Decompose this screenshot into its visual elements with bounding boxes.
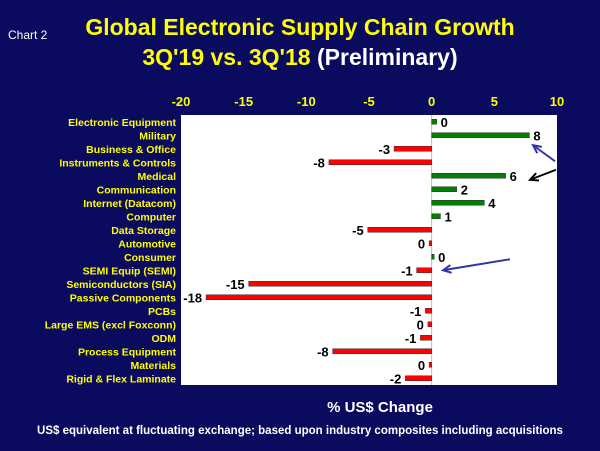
data-label: -1 [405, 331, 417, 346]
bar [425, 308, 432, 314]
y-category-label: Passive Components [70, 292, 176, 304]
bar [205, 294, 432, 300]
y-category-label: Semiconductors (SIA) [66, 279, 176, 291]
bar [420, 335, 432, 341]
annotation-arrow-line [529, 168, 557, 181]
data-label: -15 [226, 277, 245, 292]
bar [431, 132, 530, 138]
plot-area [181, 115, 557, 385]
data-label: -3 [379, 142, 391, 157]
x-axis-label: % US$ Change [327, 399, 433, 416]
y-category-label: Communication [97, 184, 176, 196]
bar [431, 173, 506, 179]
chart-title-line1: Global Electronic Supply Chain Growth [85, 14, 515, 40]
data-label: -8 [317, 344, 329, 359]
bar [248, 281, 432, 287]
annotation-arrow-head [527, 172, 540, 182]
chart-number-label: Chart 2 [8, 28, 48, 42]
y-category-label: Consumer [124, 252, 176, 264]
data-label: 4 [488, 196, 496, 211]
bar [328, 159, 432, 165]
chart-title-period: 3Q'19 vs. 3Q'18 [142, 44, 311, 70]
chart-title-preliminary: (Preliminary) [317, 44, 458, 70]
x-tick-label: -15 [234, 94, 253, 109]
bar [367, 227, 432, 233]
y-category-label: Process Equipment [78, 346, 177, 358]
data-label: -1 [410, 304, 422, 319]
data-label: 2 [461, 182, 468, 197]
data-label: -2 [390, 371, 402, 386]
x-tick-label: 10 [550, 94, 564, 109]
data-label: -5 [352, 223, 364, 238]
footnote: US$ equivalent at fluctuating exchange; … [37, 425, 563, 437]
data-label: 1 [444, 209, 451, 224]
y-category-label: Data Storage [111, 225, 176, 237]
x-tick-label: -5 [363, 94, 375, 109]
data-label: 0 [417, 317, 424, 332]
data-label: -18 [183, 290, 202, 305]
bar [428, 240, 432, 246]
y-category-label: Rigid & Flex Laminate [66, 373, 176, 385]
y-category-label: PCBs [148, 306, 176, 318]
bar [428, 362, 432, 368]
y-category-label: Internet (Datacom) [83, 198, 176, 210]
x-tick-label: -10 [297, 94, 316, 109]
y-category-label: Materials [130, 360, 176, 372]
annotation-arrow-head [440, 264, 452, 274]
bar [416, 267, 432, 273]
bar [405, 375, 432, 381]
y-category-label: ODM [152, 333, 177, 345]
bar [431, 254, 435, 260]
x-tick-label: 5 [491, 94, 498, 109]
y-category-label: Automotive [118, 238, 176, 250]
data-label: 0 [441, 115, 448, 130]
data-label: -1 [401, 263, 413, 278]
bar [427, 321, 432, 327]
y-category-label: Electronic Equipment [68, 117, 176, 129]
y-category-label: Large EMS (excl Foxconn) [45, 319, 176, 331]
bar [431, 186, 457, 192]
bar [332, 348, 432, 354]
y-category-label: Computer [126, 211, 176, 223]
bar [431, 213, 441, 219]
y-category-label: Medical [137, 171, 176, 183]
x-tick-label: 0 [428, 94, 435, 109]
data-label: 8 [533, 128, 540, 143]
y-category-label: Military [139, 130, 176, 142]
y-category-label: Business & Office [86, 144, 176, 156]
data-label: 0 [438, 250, 445, 265]
annotation-arrow-line [442, 258, 511, 272]
data-label: -8 [313, 155, 325, 170]
y-category-label: SEMI Equip (SEMI) [83, 265, 176, 277]
annotation-arrow-head [531, 143, 543, 154]
bar [431, 200, 485, 206]
annotation-arrow-line [532, 144, 556, 163]
y-category-label: Instruments & Controls [59, 157, 176, 169]
x-tick-label: -20 [172, 94, 191, 109]
chart-title-line2: 3Q'19 vs. 3Q'18 (Preliminary) [0, 44, 600, 71]
data-label: 0 [418, 358, 425, 373]
data-label: 6 [510, 169, 517, 184]
bar [393, 146, 432, 152]
data-label: 0 [418, 236, 425, 251]
bar [431, 119, 437, 125]
